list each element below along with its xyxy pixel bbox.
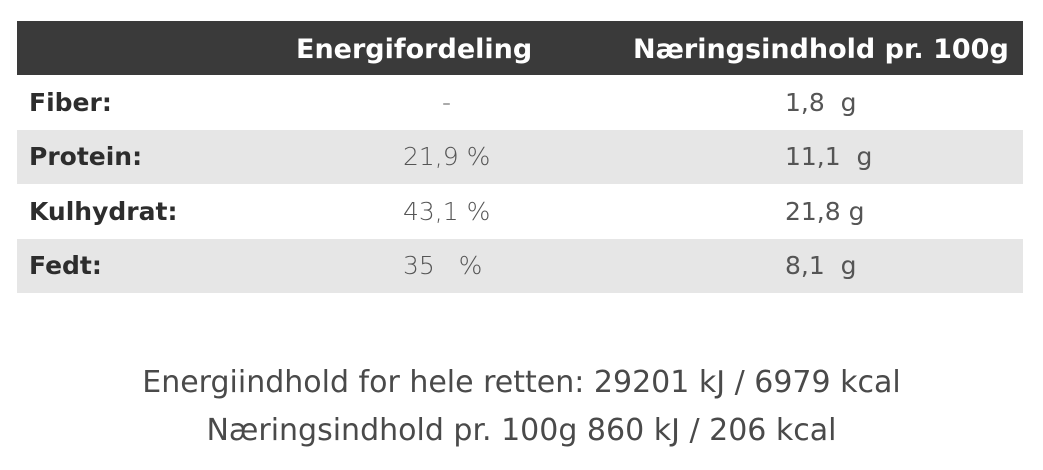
- row-nutrition-fat: 8,1 g: [625, 238, 1023, 293]
- table-row: Fiber: - 1,8 g: [17, 75, 1023, 130]
- row-energy-fiber: -: [442, 87, 452, 117]
- header-row: Energifordeling Næringsindhold pr. 100g: [17, 21, 1023, 75]
- total-energy-summary: Energiindhold for hele retten: 29201 kJ …: [142, 365, 901, 400]
- row-energy-carbohydrate: 43,1 %: [403, 196, 491, 226]
- table-row: Kulhydrat: 43,1 % 21,8 g: [17, 184, 1023, 239]
- header-energy-distribution: Energifordeling: [268, 21, 625, 75]
- header-nutrition-per-100g: Næringsindhold pr. 100g: [625, 21, 1023, 75]
- table-row: Fedt: 35 % 8,1 g: [17, 238, 1023, 293]
- row-label-fiber: Fiber:: [29, 87, 112, 117]
- header-label-column: [17, 21, 268, 75]
- row-label-protein: Protein:: [17, 129, 268, 184]
- row-nutrition-carbohydrate: 21,8 g: [785, 196, 865, 226]
- nutrition-table: Energifordeling Næringsindhold pr. 100g …: [17, 21, 1023, 293]
- row-label-carbohydrate: Kulhydrat:: [29, 196, 178, 226]
- row-energy-fat: 35 %: [268, 238, 625, 293]
- per-100g-energy-summary: Næringsindhold pr. 100g 860 kJ / 206 kca…: [206, 413, 837, 448]
- row-energy-protein: 21,9 %: [268, 129, 625, 184]
- row-label-fat: Fedt:: [17, 238, 268, 293]
- row-nutrition-protein: 11,1 g: [625, 129, 1023, 184]
- row-nutrition-fiber: 1,8 g: [785, 87, 857, 117]
- table-body: Fiber: - 1,8 g Protein: 21,9 % 11,1 g Ku…: [17, 75, 1023, 293]
- table-row: Protein: 21,9 % 11,1 g: [17, 129, 1023, 184]
- table-header: Energifordeling Næringsindhold pr. 100g: [17, 21, 1023, 75]
